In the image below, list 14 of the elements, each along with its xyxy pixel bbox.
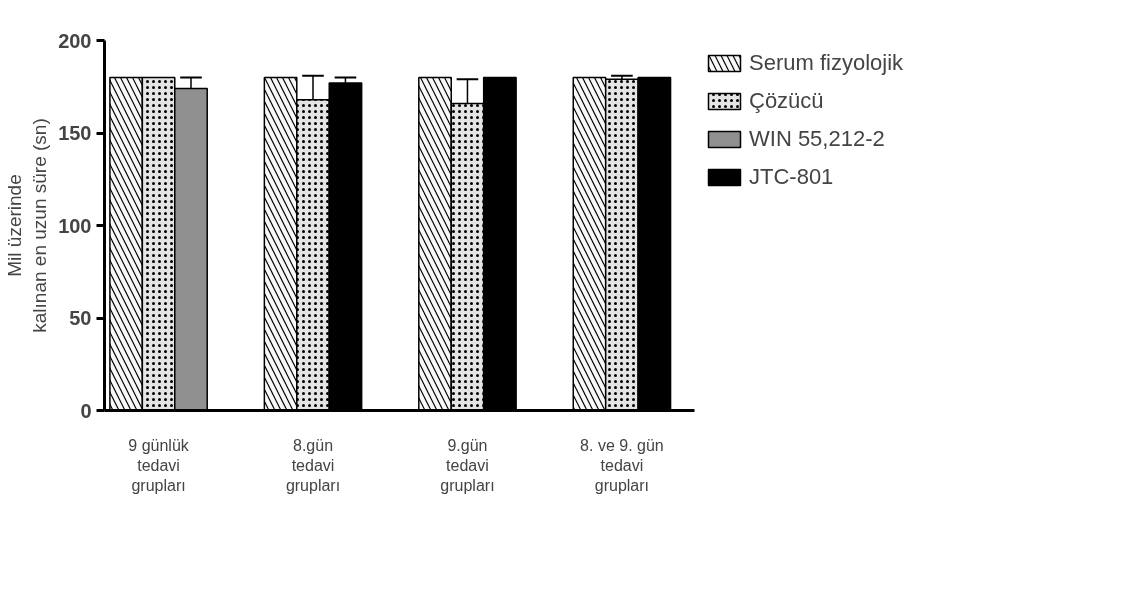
y-tick-label: 50 [69,307,92,329]
legend-label: Serum fizyolojik [749,50,904,76]
x-tick-label: 9.gün tedavi grupları [440,436,495,495]
y-tick-label: 100 [58,214,92,237]
y-tick-label: 150 [58,122,92,144]
legend-label: JTC-801 [749,164,834,190]
x-tick-label: 9 günlük tedavi grupları [128,436,190,495]
y-tick-label: 0 [80,399,92,422]
x-tick-label: 8.gün tedavi grupları [285,436,341,495]
legend-label: WIN 55,212-2 [749,126,885,152]
y-axis-title: Mil üzerinde kalınan en uzun süre (sn) [3,118,51,333]
y-tick-label: 200 [58,29,92,52]
x-tick-label: 8. ve 9. gün tedavi grupları [580,436,664,495]
legend-label: Çözücü [749,88,824,114]
